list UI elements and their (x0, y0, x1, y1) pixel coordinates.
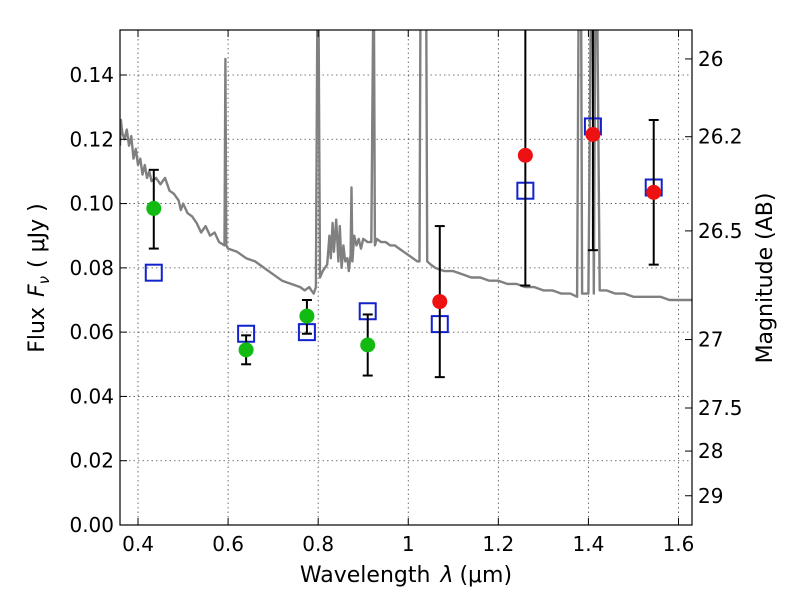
y-tick-label: 0.12 (69, 127, 114, 151)
magnitude-tick-label: 29 (698, 484, 723, 508)
x-tick-label: 1.2 (482, 532, 514, 556)
plot-frame (119, 29, 693, 526)
green-data-point (146, 200, 162, 216)
magnitude-tick-label: 27 (698, 328, 723, 352)
green-data-point (360, 337, 376, 353)
model-spectrum-layer (120, 30, 692, 302)
y-tick-label: 0.04 (69, 384, 114, 408)
y-tick-label: 0.00 (69, 513, 114, 537)
magnitude-tick-label: 26.2 (698, 125, 743, 149)
x-axis-label: Wavelength λ (μm) (300, 563, 512, 588)
tick-labels: 0.4 0.6 0.8 1 1.2 1.4 1.6 0.00 0.02 0.04 0.06 0.08 0… (69, 47, 742, 556)
y-tick-label: 0.02 (69, 449, 114, 473)
y-tick-label: 0.08 (69, 256, 114, 280)
model-photometry-square (144, 263, 163, 282)
x-tick-label: 1.4 (573, 532, 605, 556)
y-axis-label-right: Magnitude (AB) (753, 193, 778, 364)
red-data-point (646, 184, 662, 200)
y-tick-label: 0.06 (69, 320, 114, 344)
x-tick-label: 0.6 (212, 532, 244, 556)
y-tick-label: 0.10 (69, 192, 114, 216)
x-tick-label: 1 (402, 532, 415, 556)
red-data-point (517, 147, 533, 163)
y-tick-label: 0.14 (69, 63, 114, 87)
x-tick-label: 0.4 (122, 532, 154, 556)
tick-marks (120, 30, 692, 526)
model-spectrum-line (120, 30, 692, 302)
green-data-point (238, 342, 254, 358)
magnitude-tick-label: 26 (698, 47, 723, 71)
magnitude-tick-label: 26.5 (698, 219, 743, 243)
red-data-point (432, 294, 448, 310)
grid-lines (120, 30, 692, 525)
x-tick-label: 0.8 (302, 532, 334, 556)
red-data-point (585, 126, 601, 142)
magnitude-tick-label: 28 (698, 439, 723, 463)
x-tick-label: 1.6 (663, 532, 695, 556)
data-points-layer (144, 30, 663, 379)
magnitude-tick-label: 27.5 (698, 396, 743, 420)
green-data-point (299, 308, 315, 324)
y-axis-label-left: FluxFν( μJy ) (25, 203, 53, 352)
